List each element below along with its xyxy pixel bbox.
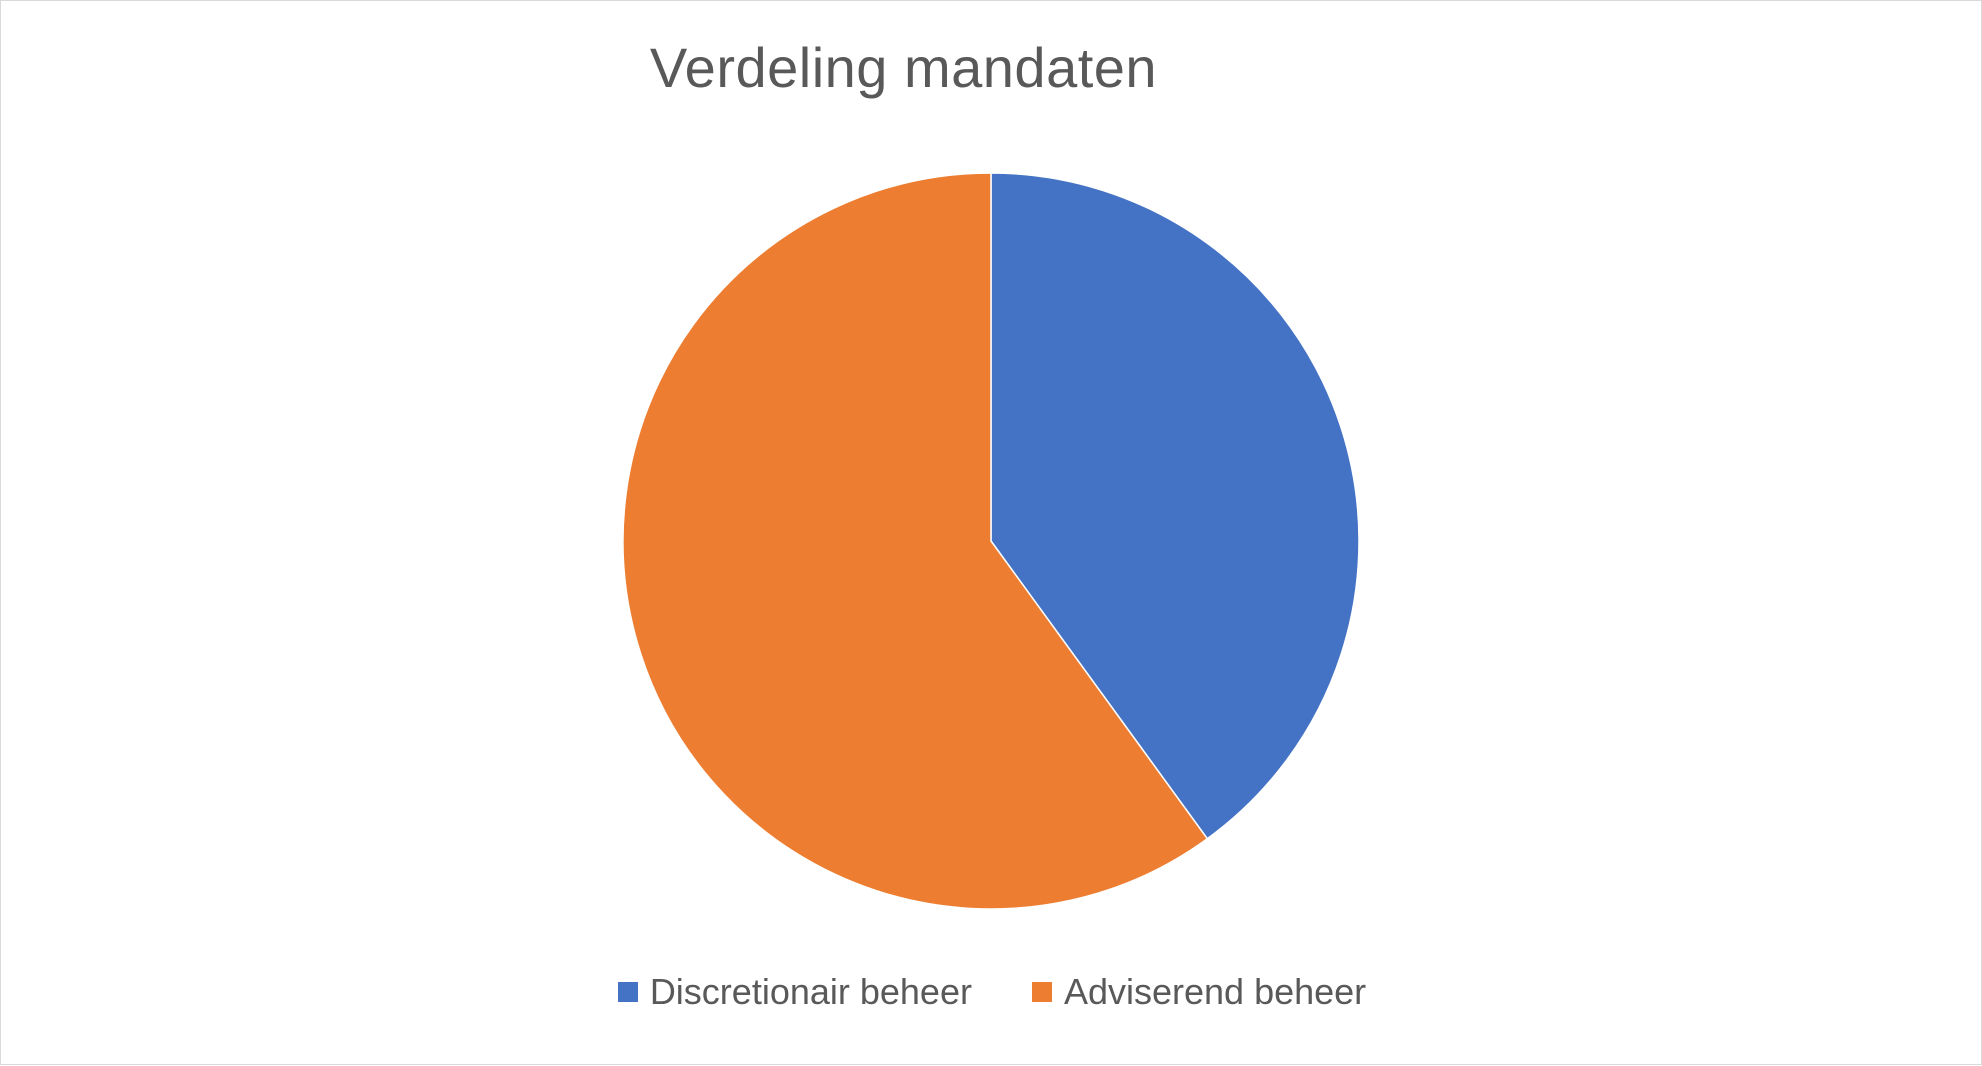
legend-item-discretionair: Discretionair beheer	[617, 971, 972, 1013]
legend-label-adviserend: Adviserend beheer	[1063, 971, 1367, 1012]
legend-item-adviserend: Adviserend beheer	[1031, 971, 1367, 1013]
pie-slice-adviserend-beheer	[622, 172, 1209, 910]
legend-swatch-adviserend	[1031, 982, 1052, 1002]
pie-slices	[622, 172, 1360, 910]
legend-label-discretionair: Discretionair beheer	[649, 971, 972, 1012]
chart-title: Verdeling mandaten	[649, 36, 1158, 99]
legend-swatch-discretionair	[617, 982, 638, 1002]
pie-slice-discretionair-beheer	[990, 172, 1360, 840]
legend: Discretionair beheer Adviserend beheer	[1, 971, 1982, 1013]
